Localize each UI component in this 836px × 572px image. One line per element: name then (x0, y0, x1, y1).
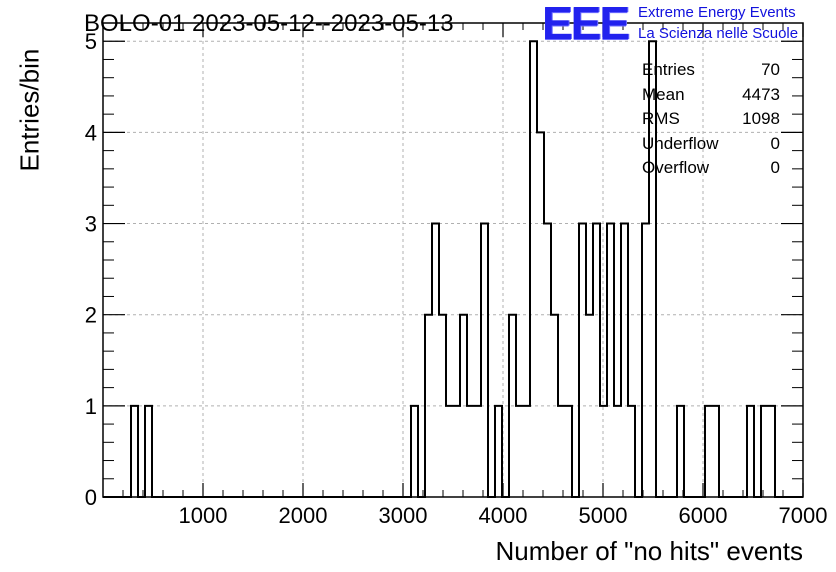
stat-row-underflow: Underflow 0 (642, 132, 780, 157)
plot-frame (102, 22, 804, 498)
stats-box: Entries 70 Mean 4473 RMS 1098 Underflow … (642, 58, 780, 181)
y-axis-label: Entries/bin (14, 48, 45, 172)
y-tick-label-5: 5 (85, 29, 97, 54)
stat-row-overflow: Overflow 0 (642, 156, 780, 181)
stat-row-entries: Entries 70 (642, 58, 780, 83)
chart-title: BOLO-01 2023-05-12--2023-05-13 (84, 10, 454, 37)
stat-label: Entries (642, 60, 695, 79)
logo-line-1: Extreme Energy Events (638, 4, 796, 21)
stat-value: 1098 (742, 109, 780, 128)
y-tick-label-2: 2 (85, 303, 97, 328)
stat-value: 4473 (742, 84, 780, 104)
x-tick-label-5000: 5000 (579, 503, 628, 528)
stat-value: 70 (761, 60, 780, 79)
stat-row-mean: Mean 4473 (642, 83, 780, 108)
logo-line-2: La Scienza nelle Scuole (638, 25, 799, 42)
stat-row-rms: RMS 1098 (642, 107, 780, 132)
stat-label: Mean (642, 84, 685, 104)
x-tick-label-4000: 4000 (479, 503, 528, 528)
y-tick-label-0: 0 (85, 485, 97, 510)
stat-value: 0 (770, 158, 780, 177)
x-tick-label-2000: 2000 (279, 503, 328, 528)
stat-value: 0 (770, 133, 780, 153)
stat-label: Underflow (642, 133, 719, 153)
y-tick-label-3: 3 (85, 212, 97, 237)
x-tick-label-6000: 6000 (679, 503, 728, 528)
stat-label: Overflow (642, 158, 710, 177)
x-axis-label: Number of "no hits" events (495, 536, 804, 566)
eee-logo-icon: EEE (542, 0, 630, 49)
x-tick-label-3000: 3000 (379, 503, 428, 528)
y-tick-label-4: 4 (85, 120, 97, 145)
stat-label: RMS (642, 109, 680, 128)
x-tick-label-7000: 7000 (779, 503, 828, 528)
y-tick-label-1: 1 (85, 394, 97, 419)
x-tick-label-1000: 1000 (179, 503, 228, 528)
